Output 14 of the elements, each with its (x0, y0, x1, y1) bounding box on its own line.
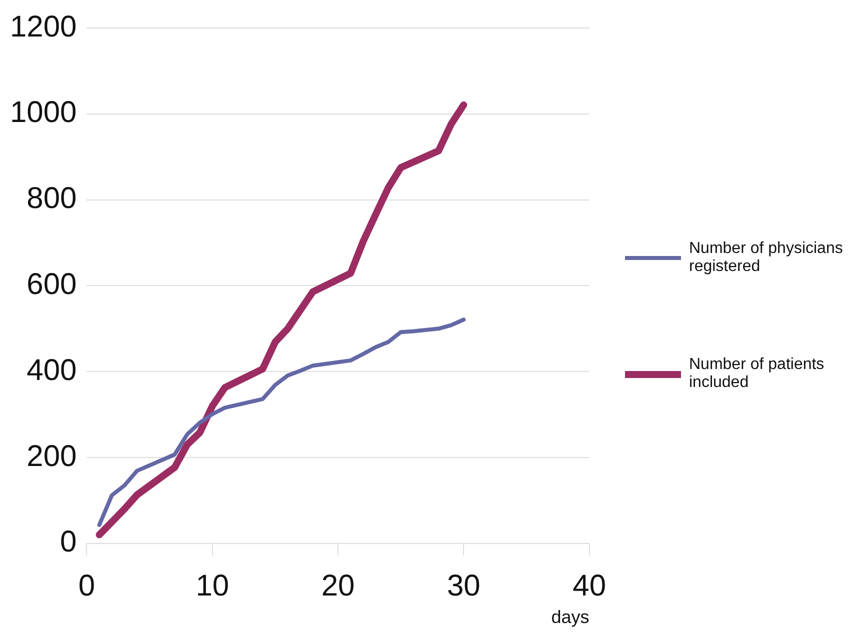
y-tick-label: 200 (26, 440, 77, 473)
y-tick-label: 1200 (10, 10, 77, 44)
y-tick-label: 400 (26, 354, 77, 387)
y-tick-label: 0 (60, 526, 77, 559)
x-tick-label: 10 (196, 570, 230, 603)
x-tick-label: 40 (572, 570, 606, 603)
legend-label: Number of physicians registered (689, 240, 844, 276)
x-tick-label: 20 (321, 570, 355, 603)
y-tick-label: 800 (26, 182, 77, 216)
y-tick-label: 1000 (10, 96, 77, 130)
legend-label: Number of patients included (689, 356, 826, 392)
x-axis-title: days (551, 607, 590, 628)
y-tick-label: 600 (26, 268, 77, 301)
x-tick-label: 30 (446, 570, 480, 603)
